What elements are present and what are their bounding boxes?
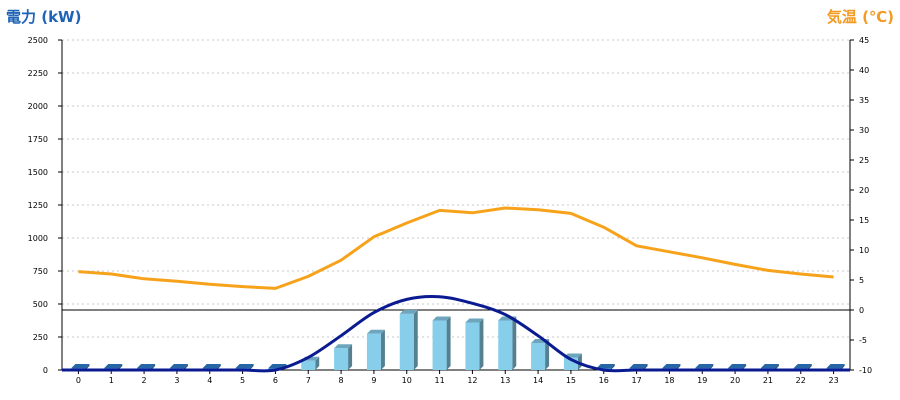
bar-side: [545, 338, 550, 370]
bar: [334, 348, 349, 370]
bar: [465, 322, 480, 370]
right-tick-label: 25: [859, 156, 869, 165]
left-tick-label: 1000: [28, 234, 48, 243]
x-tick-label: 21: [763, 376, 773, 385]
bar-side: [610, 364, 615, 370]
left-tick-label: 1750: [28, 135, 48, 144]
bar-top: [366, 329, 385, 334]
right-tick-label: 20: [859, 186, 869, 195]
right-tick-label: 15: [859, 216, 869, 225]
x-tick-label: 12: [467, 376, 477, 385]
bar-side: [479, 318, 484, 370]
x-tick-label: 11: [434, 376, 444, 385]
bar-top: [793, 364, 812, 369]
bar: [498, 320, 513, 370]
right-tick-label: 10: [859, 246, 869, 255]
bar: [432, 320, 447, 370]
left-tick-label: 2000: [28, 102, 48, 111]
x-tick-label: 14: [533, 376, 543, 385]
bar-top: [760, 364, 779, 369]
x-tick-label: 3: [174, 376, 179, 385]
bar-top: [334, 344, 353, 349]
x-tick-label: 5: [240, 376, 245, 385]
bar: [366, 333, 381, 370]
bar-top: [202, 364, 221, 369]
bar-top: [465, 318, 484, 323]
bar-top: [399, 309, 418, 314]
x-tick-label: 20: [730, 376, 740, 385]
x-tick-label: 15: [566, 376, 576, 385]
bar: [531, 342, 546, 370]
right-tick-label: -10: [859, 366, 872, 375]
left-tick-label: 2250: [28, 69, 48, 78]
bar-top: [728, 364, 747, 369]
bar-side: [413, 309, 418, 370]
left-tick-label: 1500: [28, 168, 48, 177]
x-tick-label: 19: [697, 376, 707, 385]
bar-top: [235, 364, 254, 369]
left-tick-label: 500: [33, 300, 48, 309]
bar-top: [662, 364, 681, 369]
bar: [301, 360, 316, 370]
power-curve-line: [62, 295, 850, 373]
x-tick-label: 2: [142, 376, 147, 385]
bar-side: [315, 356, 320, 370]
x-tick-label: 8: [339, 376, 344, 385]
bar-top: [169, 364, 188, 369]
x-tick-label: 16: [599, 376, 609, 385]
right-tick-label: 35: [859, 96, 869, 105]
left-tick-label: 250: [33, 333, 48, 342]
x-tick-label: 7: [306, 376, 311, 385]
x-tick-label: 0: [76, 376, 81, 385]
x-tick-label: 10: [402, 376, 412, 385]
x-tick-label: 4: [207, 376, 212, 385]
x-tick-label: 6: [273, 376, 278, 385]
right-axis-title: 気温 (℃): [826, 8, 894, 26]
temperature-line: [78, 206, 834, 290]
x-tick-label: 17: [631, 376, 641, 385]
bar-top: [137, 364, 156, 369]
right-tick-label: 0: [859, 306, 864, 315]
bar-side: [577, 353, 582, 370]
bar-side: [446, 316, 451, 370]
left-axis-title: 電力 (kW): [6, 8, 82, 26]
right-tick-label: 30: [859, 126, 869, 135]
x-tick-label: 9: [371, 376, 376, 385]
bar-side: [512, 316, 517, 370]
left-tick-label: 2500: [28, 36, 48, 45]
bar-top: [596, 364, 615, 369]
x-tick-label: 23: [828, 376, 838, 385]
bar-top: [71, 364, 90, 369]
right-tick-label: 5: [859, 276, 864, 285]
bar: [399, 313, 414, 370]
right-tick-label: 40: [859, 66, 869, 75]
x-tick-label: 18: [664, 376, 674, 385]
x-tick-label: 22: [796, 376, 806, 385]
left-tick-label: 1250: [28, 201, 48, 210]
bar-top: [104, 364, 123, 369]
x-tick-label: 13: [500, 376, 510, 385]
right-tick-label: -5: [859, 336, 867, 345]
bar-side: [249, 364, 254, 370]
right-tick-label: 45: [859, 36, 869, 45]
bar-top: [629, 364, 648, 369]
left-tick-label: 750: [33, 267, 48, 276]
left-tick-label: 0: [43, 366, 48, 375]
bar-top: [826, 364, 845, 369]
x-tick-label: 1: [109, 376, 114, 385]
bar-side: [348, 344, 353, 370]
bar-side: [380, 329, 385, 370]
bar-top: [432, 316, 451, 321]
bar-top: [695, 364, 714, 369]
